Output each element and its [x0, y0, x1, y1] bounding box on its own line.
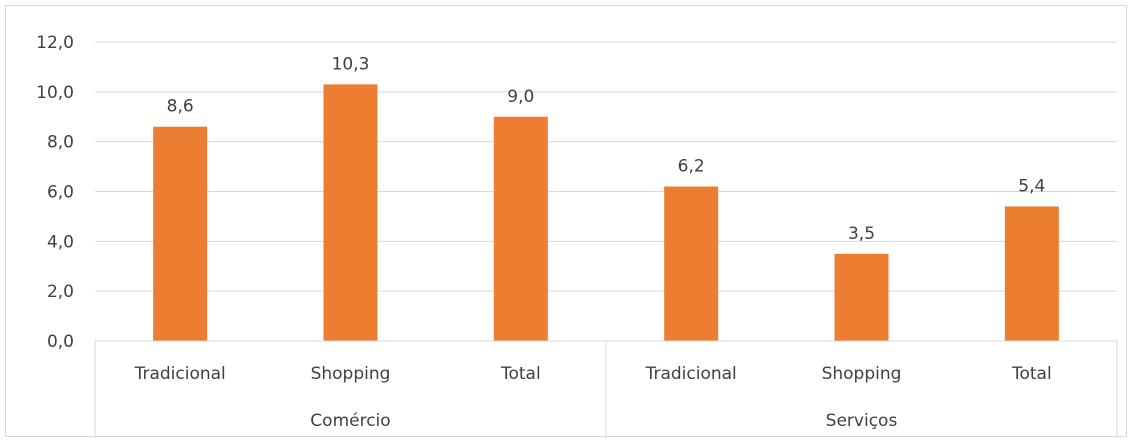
bar — [834, 253, 889, 341]
x-category-label: Tradicional — [645, 364, 737, 384]
x-group-label: Serviços — [826, 411, 898, 431]
data-label: 10,3 — [332, 54, 370, 74]
x-category-label: Total — [500, 364, 541, 384]
x-category-label: Tradicional — [134, 364, 226, 384]
data-label: 9,0 — [507, 87, 534, 107]
x-category-label: Shopping — [311, 364, 391, 384]
y-tick-label: 0,0 — [47, 332, 74, 352]
data-label: 5,4 — [1018, 176, 1045, 196]
x-group-label: Comércio — [310, 411, 390, 431]
y-tick-label: 10,0 — [36, 83, 74, 103]
chart-frame — [5, 5, 1127, 437]
data-label: 8,6 — [167, 97, 194, 117]
bar — [1004, 206, 1059, 341]
bar — [153, 126, 208, 341]
y-tick-label: 8,0 — [47, 133, 74, 153]
x-category-label: Total — [1011, 364, 1052, 384]
data-label: 6,2 — [678, 157, 705, 177]
y-tick-label: 2,0 — [47, 282, 74, 302]
bar — [664, 186, 719, 341]
bar — [323, 84, 378, 341]
y-tick-label: 12,0 — [36, 33, 74, 53]
y-tick-label: 6,0 — [47, 183, 74, 203]
bar — [493, 116, 548, 341]
x-category-label: Shopping — [822, 364, 902, 384]
data-label: 3,5 — [848, 224, 875, 244]
y-tick-label: 4,0 — [47, 232, 74, 252]
